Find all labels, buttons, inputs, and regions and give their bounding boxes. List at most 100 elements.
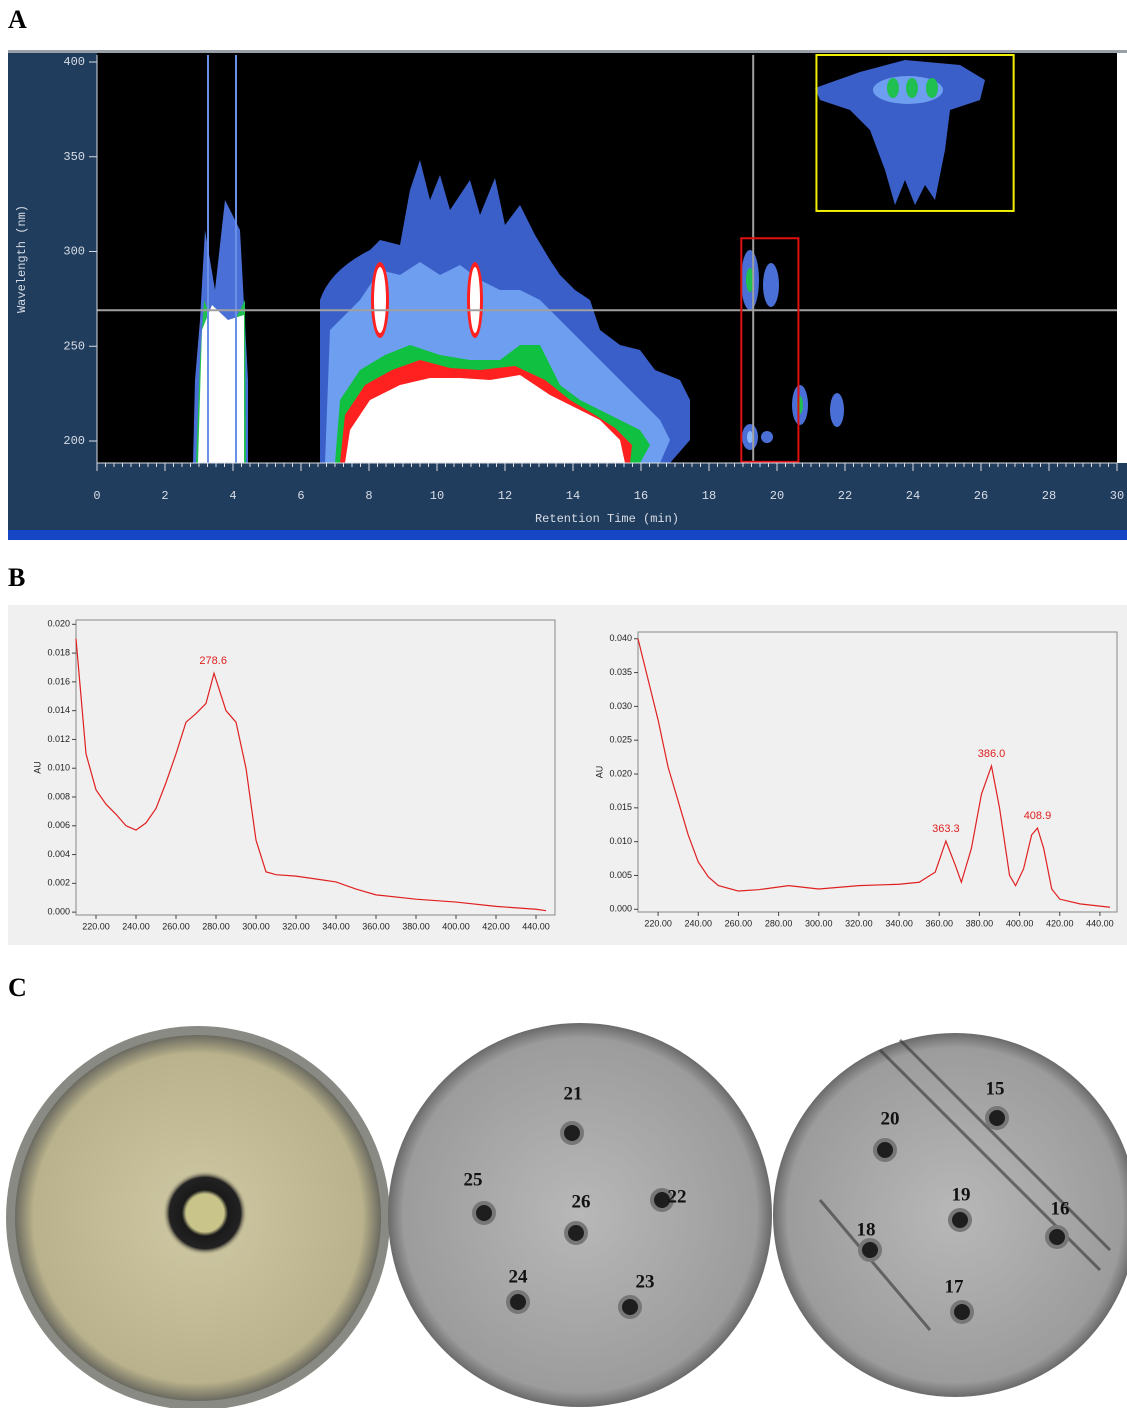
x-tick-label: 340.00 — [322, 921, 350, 931]
x-tick-label: 320.00 — [845, 918, 873, 928]
x-tick-label: 220.00 — [644, 918, 672, 928]
x-tick-label: 320.00 — [282, 921, 310, 931]
highlight-box — [740, 237, 800, 463]
y-tick-label: 0.004 — [47, 849, 70, 859]
well-label: 15 — [986, 1078, 1005, 1099]
x-tick-label: 300.00 — [242, 921, 270, 931]
y-tick-label: 0.018 — [47, 647, 70, 657]
x-tick-label: 0 — [93, 489, 100, 503]
y-tick-label: 0.030 — [609, 701, 632, 711]
x-tick-label: 26 — [974, 489, 988, 503]
y-tick-label: 0.020 — [47, 619, 70, 629]
y-axis-label: AU — [32, 761, 42, 774]
x-tick-label: 24 — [906, 489, 920, 503]
peak-label: 278.6 — [199, 655, 227, 667]
y-tick-label: 0.000 — [47, 906, 70, 916]
x-tick-label: 20 — [770, 489, 784, 503]
plot-frame — [75, 619, 556, 916]
y-axis-label: Wavelength (nm) — [15, 205, 29, 313]
x-tick-label: 4 — [229, 489, 236, 503]
x-tick-label: 18 — [702, 489, 716, 503]
well-label: 16 — [1051, 1198, 1070, 1219]
panel-label: A — [8, 5, 27, 34]
x-tick-label: 360.00 — [362, 921, 390, 931]
contour-blobs — [193, 55, 985, 463]
x-tick-label: 400.00 — [442, 921, 470, 931]
x-tick-label: 16 — [634, 489, 648, 503]
y-tick-label: 0.002 — [47, 878, 70, 888]
y-tick-label: 0.008 — [47, 791, 70, 801]
y-tick-label: 0.035 — [609, 667, 632, 677]
axis-band — [8, 53, 97, 463]
peak-label: 386.0 — [978, 748, 1006, 760]
y-tick-label: 0.014 — [47, 705, 70, 715]
y-tick-label: 0.010 — [609, 836, 632, 846]
x-tick-label: 14 — [566, 489, 580, 503]
y-tick-label: 0.000 — [609, 904, 632, 914]
well-label: 26 — [572, 1191, 591, 1212]
y-tick-label: 0.005 — [609, 870, 632, 880]
spectrum-line — [75, 638, 547, 912]
peak-label: 408.9 — [1024, 810, 1052, 822]
plot-frame — [637, 631, 1118, 913]
x-tick-label: 280.00 — [765, 918, 793, 928]
x-tick-label: 280.00 — [202, 921, 230, 931]
plate-photos — [6, 1023, 1127, 1408]
x-tick-label: 30 — [1110, 489, 1124, 503]
x-tick-label: 300.00 — [805, 918, 833, 928]
highlight-box — [815, 54, 1015, 212]
x-tick-label: 2 — [161, 489, 168, 503]
well-label: 18 — [857, 1219, 876, 1240]
frame-line — [8, 50, 1127, 53]
well-label: 25 — [464, 1169, 483, 1190]
panel-label: C — [8, 973, 27, 1002]
x-tick-label: 240.00 — [122, 921, 150, 931]
spectrum-line — [637, 638, 1111, 908]
x-tick-label: 22 — [838, 489, 852, 503]
x-tick-label: 260.00 — [725, 918, 753, 928]
y-tick-label: 0.040 — [609, 633, 632, 643]
y-tick-label: 300 — [63, 245, 85, 259]
y-tick-label: 0.020 — [609, 768, 632, 778]
x-tick-label: 440.00 — [522, 921, 550, 931]
x-tick-label: 240.00 — [684, 918, 712, 928]
y-tick-label: 0.010 — [47, 763, 70, 773]
well-label: 24 — [509, 1266, 529, 1287]
x-tick-label: 360.00 — [925, 918, 953, 928]
x-tick-label: 380.00 — [966, 918, 994, 928]
x-tick-label: 420.00 — [482, 921, 510, 931]
x-tick-label: 420.00 — [1046, 918, 1074, 928]
y-tick-label: 400 — [63, 55, 85, 69]
well-label: 23 — [636, 1271, 655, 1292]
y-tick-label: 0.015 — [609, 802, 632, 812]
panel-label: B — [8, 563, 25, 592]
well-label: 20 — [881, 1108, 900, 1129]
y-tick-label: 0.016 — [47, 676, 70, 686]
x-tick-label: 6 — [297, 489, 304, 503]
x-tick-label: 10 — [430, 489, 444, 503]
x-tick-label: 28 — [1042, 489, 1056, 503]
y-tick-label: 250 — [63, 339, 85, 353]
x-tick-label: 400.00 — [1006, 918, 1034, 928]
peak-label: 363.3 — [932, 823, 960, 835]
x-tick-label: 220.00 — [82, 921, 110, 931]
y-tick-label: 0.025 — [609, 735, 632, 745]
well-label: 22 — [668, 1186, 687, 1207]
x-axis-label: Retention Time (min) — [535, 512, 679, 526]
x-tick-label: 440.00 — [1086, 918, 1114, 928]
axis-band — [8, 463, 1127, 530]
well-label: 17 — [945, 1276, 965, 1297]
x-tick-label: 380.00 — [402, 921, 430, 931]
well-label: 19 — [952, 1184, 971, 1205]
y-tick-label: 200 — [63, 434, 85, 448]
x-tick-label: 8 — [365, 489, 372, 503]
y-axis-label: AU — [594, 766, 604, 779]
frame-line — [8, 530, 1127, 540]
x-tick-label: 12 — [498, 489, 512, 503]
y-tick-label: 0.006 — [47, 820, 70, 830]
y-tick-label: 350 — [63, 150, 85, 164]
y-tick-label: 0.012 — [47, 734, 70, 744]
x-tick-label: 340.00 — [885, 918, 913, 928]
well-label: 21 — [564, 1083, 583, 1104]
